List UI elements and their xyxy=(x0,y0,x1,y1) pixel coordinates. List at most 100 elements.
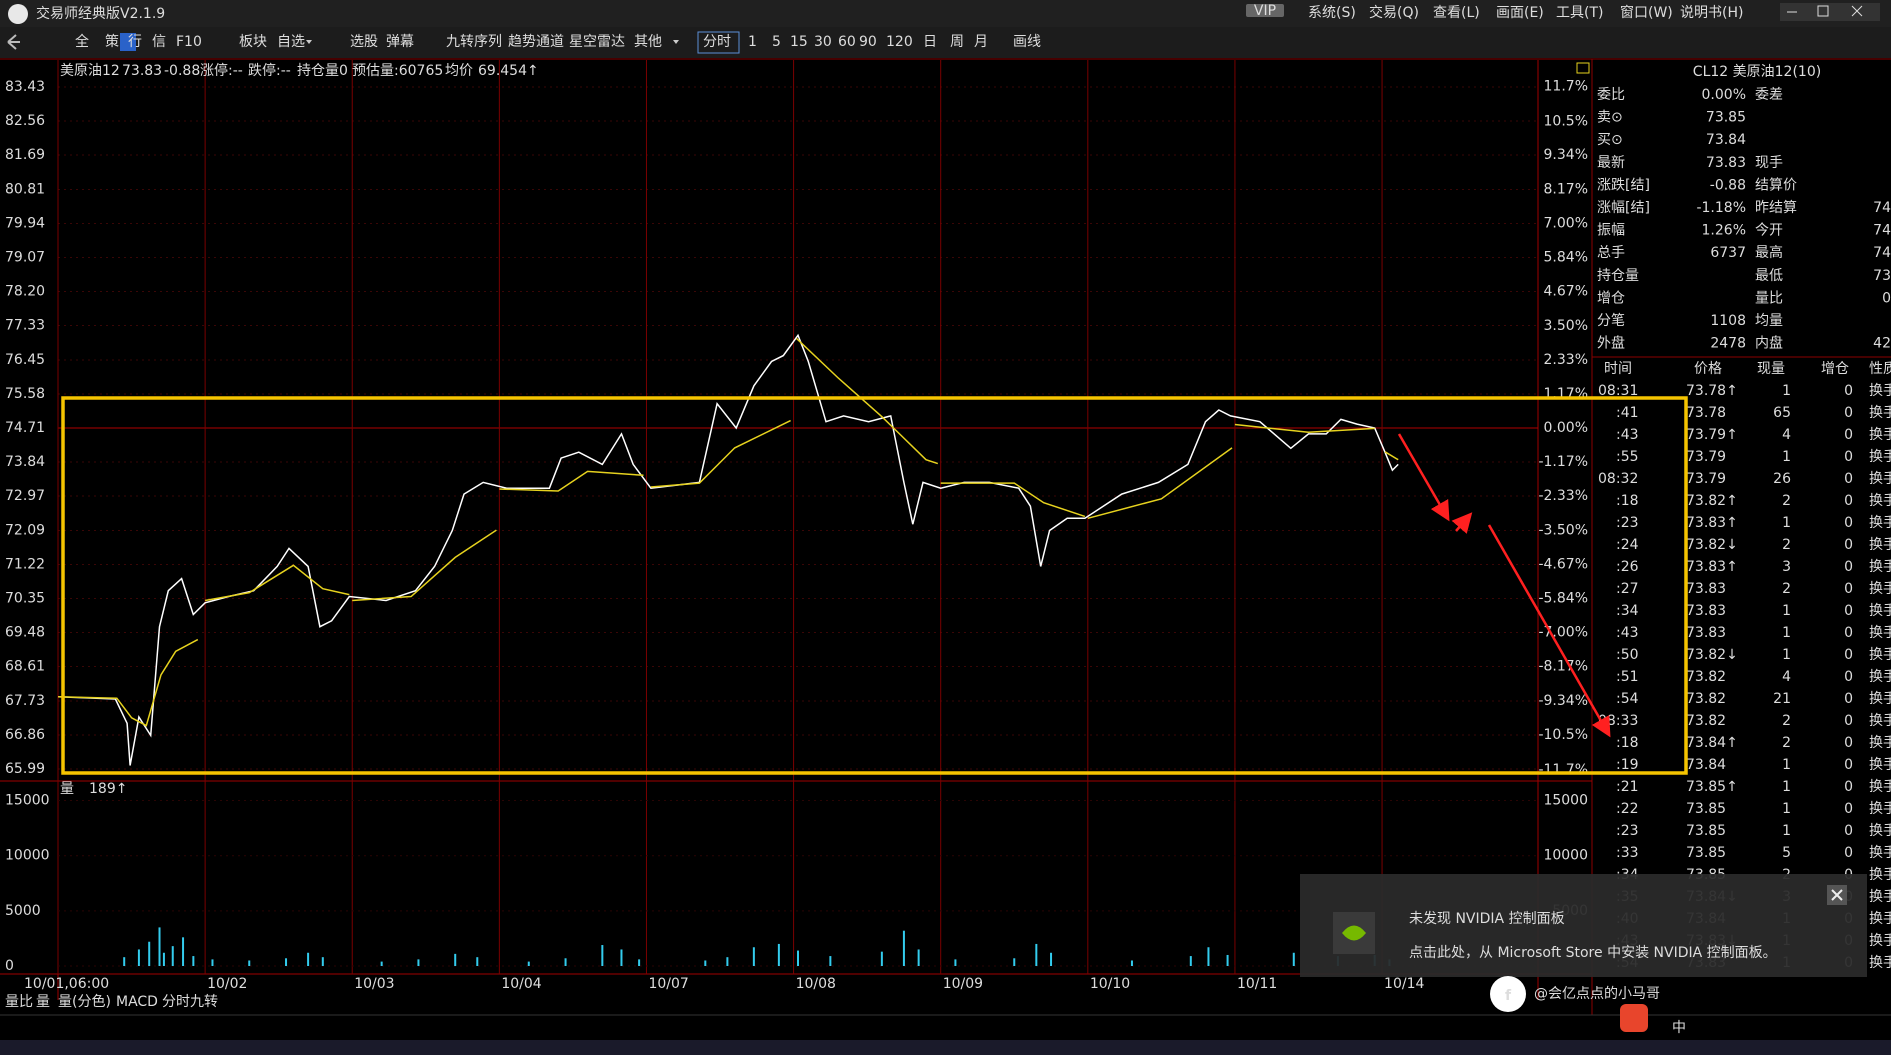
back-button[interactable] xyxy=(7,34,20,50)
trade-time: :43 xyxy=(1616,427,1639,443)
menu-item[interactable]: 系统(S) xyxy=(1308,5,1356,21)
trade-time: :18 xyxy=(1616,735,1639,751)
volume-bar xyxy=(620,949,623,966)
toolbar-item[interactable]: 弹幕 xyxy=(386,34,414,50)
trade-time: :41 xyxy=(1616,405,1639,421)
toolbar-item[interactable]: 自选 xyxy=(277,34,305,50)
trade-volume: 26 xyxy=(1773,471,1791,487)
trade-nature: 换手 xyxy=(1869,404,1891,421)
trade-nature: 换手 xyxy=(1869,558,1891,575)
toolbar-item[interactable]: 趋势通道 xyxy=(508,34,564,50)
toolbar-item[interactable]: 月 xyxy=(974,34,988,50)
toolbar-item[interactable]: 周 xyxy=(950,34,964,50)
trade-price: 73.83 xyxy=(1686,581,1726,597)
y-tick-label: 68.61 xyxy=(5,659,45,675)
bottom-tab[interactable]: 分时九转 xyxy=(162,994,218,1010)
popup-background[interactable] xyxy=(1300,874,1867,977)
popup-title: 未发现 NVIDIA 控制面板 xyxy=(1409,911,1565,927)
volume-bar xyxy=(527,961,530,966)
trade-time: :19 xyxy=(1616,757,1639,773)
toolbar-item[interactable]: 分时 xyxy=(703,34,731,50)
quote-value: 73.85 xyxy=(1706,110,1746,126)
bottom-tab[interactable]: MACD xyxy=(116,994,158,1010)
toolbar-item[interactable]: 日 xyxy=(923,34,937,50)
trade-price: 73.85↑ xyxy=(1686,779,1738,795)
popup-message[interactable]: 点击此处，从 Microsoft Store 中安装 NVIDIA 控制面板。 xyxy=(1409,945,1777,961)
toolbar-item[interactable]: 1 xyxy=(748,34,757,50)
menu-item[interactable]: 查看(L) xyxy=(1433,5,1480,21)
bottom-tab[interactable]: 量比 xyxy=(5,994,33,1010)
trade-price: 73.79↑ xyxy=(1686,427,1738,443)
maximize[interactable] xyxy=(1817,5,1829,17)
toolbar-item[interactable]: 行 xyxy=(128,34,142,50)
notification-popup[interactable]: 未发现 NVIDIA 控制面板 点击此处，从 Microsoft Store 中… xyxy=(1300,874,1867,977)
toolbar-item[interactable]: 策 xyxy=(105,33,119,50)
toolbar-item[interactable]: 星空雷达 xyxy=(569,34,625,50)
trade-price: 73.79 xyxy=(1686,471,1726,487)
volume-bar xyxy=(1050,952,1053,966)
x-tick-label: 10/11 xyxy=(1237,976,1277,992)
volume-tick-label-right: 15000 xyxy=(1543,793,1588,809)
y-tick-label: 73.84 xyxy=(5,454,45,470)
toolbar-item[interactable]: 15 xyxy=(790,34,808,50)
quote-label2: 内盘 xyxy=(1755,335,1783,352)
toolbar-item[interactable]: 板块 xyxy=(239,34,267,50)
window-buttons[interactable] xyxy=(1780,3,1880,21)
menu-item[interactable]: 工具(T) xyxy=(1556,5,1603,21)
toolbar-item[interactable]: 60 xyxy=(838,34,856,50)
trade-change: 0 xyxy=(1844,449,1853,465)
bottom-tab[interactable]: 量(分色) xyxy=(58,993,111,1010)
toolbar-item[interactable]: 画线 xyxy=(1013,34,1041,50)
y2-tick-label: -8.17% xyxy=(1538,659,1588,675)
menu-item[interactable]: 窗口(W) xyxy=(1620,4,1673,21)
menu-item[interactable]: 说明书(H) xyxy=(1680,5,1743,21)
y-tick-label: 65.99 xyxy=(5,761,45,777)
trade-nature: 换手 xyxy=(1869,690,1891,707)
trade-time: :23 xyxy=(1616,515,1639,531)
ime-mode[interactable]: 中 xyxy=(1672,1020,1686,1036)
volume-bar xyxy=(797,950,799,966)
volume-tick-label: 0 xyxy=(5,958,14,974)
toolbar-item[interactable]: 信 xyxy=(152,34,166,50)
trade-volume: 1 xyxy=(1782,647,1791,663)
y-tick-label: 70.35 xyxy=(5,591,45,607)
toolbar-item[interactable]: 90 xyxy=(859,34,877,50)
quote-value2: 74 xyxy=(1873,200,1891,216)
trade-nature: 换手 xyxy=(1869,492,1891,509)
window-controls[interactable] xyxy=(1780,3,1880,21)
trade-time: 08:32 xyxy=(1598,471,1638,487)
trade-price: 73.85 xyxy=(1686,801,1726,817)
volume-bar xyxy=(1130,960,1133,966)
popup-close-icon[interactable] xyxy=(1831,889,1843,901)
toolbar-item[interactable]: F10 xyxy=(176,34,202,50)
ime-logo[interactable] xyxy=(1620,1004,1648,1032)
trade-price: 73.82 xyxy=(1686,713,1726,729)
toolbar-item[interactable]: 120 xyxy=(886,34,913,50)
quote-value: 1.26% xyxy=(1702,223,1746,239)
volume-bar xyxy=(162,952,165,966)
toolbar-item[interactable]: 全 xyxy=(75,33,89,50)
trade-price: 73.83↑ xyxy=(1686,559,1738,575)
quote-value2: 74 xyxy=(1873,223,1891,239)
toolbar-item[interactable]: 5 xyxy=(772,34,781,50)
trade-nature: 换手 xyxy=(1869,888,1891,905)
chart-header: 73.83 xyxy=(122,63,162,79)
volume-bar xyxy=(1292,952,1295,966)
trade-volume: 1 xyxy=(1782,625,1791,641)
chart-header: 69.454↑ xyxy=(478,63,539,79)
quote-label2: 结算价 xyxy=(1755,177,1797,193)
menu-item[interactable]: 交易(Q) xyxy=(1369,4,1419,21)
trade-change: 0 xyxy=(1844,537,1853,553)
panel-toggle[interactable] xyxy=(1576,62,1590,74)
menu-item[interactable]: 画面(E) xyxy=(1496,5,1544,21)
toolbar-item[interactable]: 30 xyxy=(814,34,832,50)
toolbar-item[interactable]: 选股 xyxy=(350,34,378,50)
volume-bar xyxy=(171,946,174,966)
toolbar-item[interactable]: 九转序列 xyxy=(446,34,502,50)
toolbar-item[interactable]: 其他 xyxy=(634,34,662,50)
bottom-tab[interactable]: 量 xyxy=(36,994,50,1010)
watermark: f @会亿点点的小马哥 xyxy=(1490,976,1660,1012)
close[interactable] xyxy=(1851,5,1863,17)
price-line xyxy=(795,337,939,465)
